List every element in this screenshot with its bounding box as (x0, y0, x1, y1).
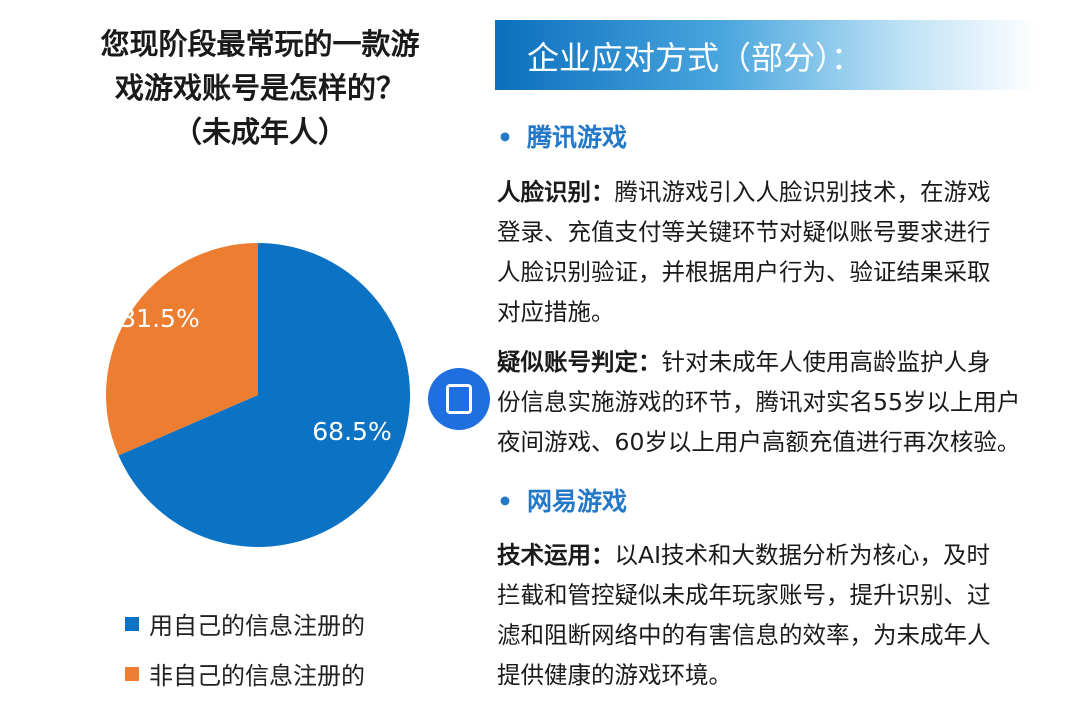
paragraph-line: 人脸识别验证，并根据用户行为、验证结果采取 (497, 258, 991, 286)
legend-swatch (125, 616, 139, 631)
paragraph-lead: 疑似账号判定： (497, 348, 662, 376)
pie-chart: 68.5% 31.5% (105, 243, 410, 547)
chart-title-line: （未成年人） (172, 115, 347, 149)
data-label: 31.5% (120, 304, 199, 333)
section-title-text: 腾讯游戏 (527, 123, 628, 152)
pie-slice-other-info (105, 243, 258, 456)
paragraph-line: 拦截和管控疑似未成年玩家账号，提升识别、过 (497, 581, 991, 609)
paragraph-tech-usage: 技术运用：以AI技术和大数据分析为核心，及时 拦截和管控疑似未成年玩家账号，提升… (497, 535, 1067, 695)
legend-label: 非自己的信息注册的 (149, 662, 365, 690)
chart-title-line: 戏游戏账号是怎样的？ (114, 71, 405, 105)
chart-title-line: 您现阶段最常玩的一款游 (100, 27, 420, 61)
bullet-icon: • (497, 123, 513, 152)
section-title-text: 网易游戏 (527, 487, 628, 516)
paragraph-line: 提供健康的游戏环境。 (497, 661, 732, 689)
section-netease-title: • 网易游戏 (497, 482, 627, 518)
paragraph-line: 滤和阻断网络中的有害信息的效率，为未成年人 (497, 621, 991, 649)
paragraph-lead: 人脸识别： (497, 178, 615, 206)
paragraph-line: 份信息实施游戏的环节，腾讯对实名55岁以上用户 (497, 388, 1021, 416)
data-label: 68.5% (312, 417, 391, 446)
legend-item-own-info: 用自己的信息注册的 (125, 606, 365, 641)
panel-header-text: 企业应对方式（部分）： (527, 39, 864, 77)
paragraph-line: 针对未成年人使用高龄监护人身 (661, 348, 991, 376)
chart-title: 您现阶段最常玩的一款游 戏游戏账号是怎样的？ （未成年人） (40, 22, 480, 154)
pie-slice-own-info (118, 243, 410, 547)
legend-swatch (125, 666, 139, 681)
logo-icon (428, 368, 490, 430)
legend-label: 用自己的信息注册的 (149, 612, 365, 640)
paragraph-line: 夜间游戏、60岁以上用户高额充值进行再次核验。 (497, 428, 1021, 456)
section-tencent-title: • 腾讯游戏 (497, 118, 627, 154)
paragraph-lead: 技术运用： (497, 541, 615, 569)
paragraph-line: 对应措施。 (497, 298, 615, 326)
paragraph-suspicious-account: 疑似账号判定：针对未成年人使用高龄监护人身 份信息实施游戏的环节，腾讯对实名55… (497, 342, 1067, 462)
legend-item-other-info: 非自己的信息注册的 (125, 656, 365, 691)
paragraph-face-recognition: 人脸识别：腾讯游戏引入人脸识别技术，在游戏 登录、充值支付等关键环节对疑似账号要… (497, 172, 1067, 332)
bullet-icon: • (497, 487, 513, 516)
panel-header: 企业应对方式（部分）： (495, 20, 1065, 90)
paragraph-line: 登录、充值支付等关键环节对疑似账号要求进行 (497, 218, 991, 246)
paragraph-line: 腾讯游戏引入人脸识别技术，在游戏 (614, 178, 991, 206)
paragraph-line: 以AI技术和大数据分析为核心，及时 (614, 541, 991, 569)
lingyuquan-logo (428, 368, 490, 430)
